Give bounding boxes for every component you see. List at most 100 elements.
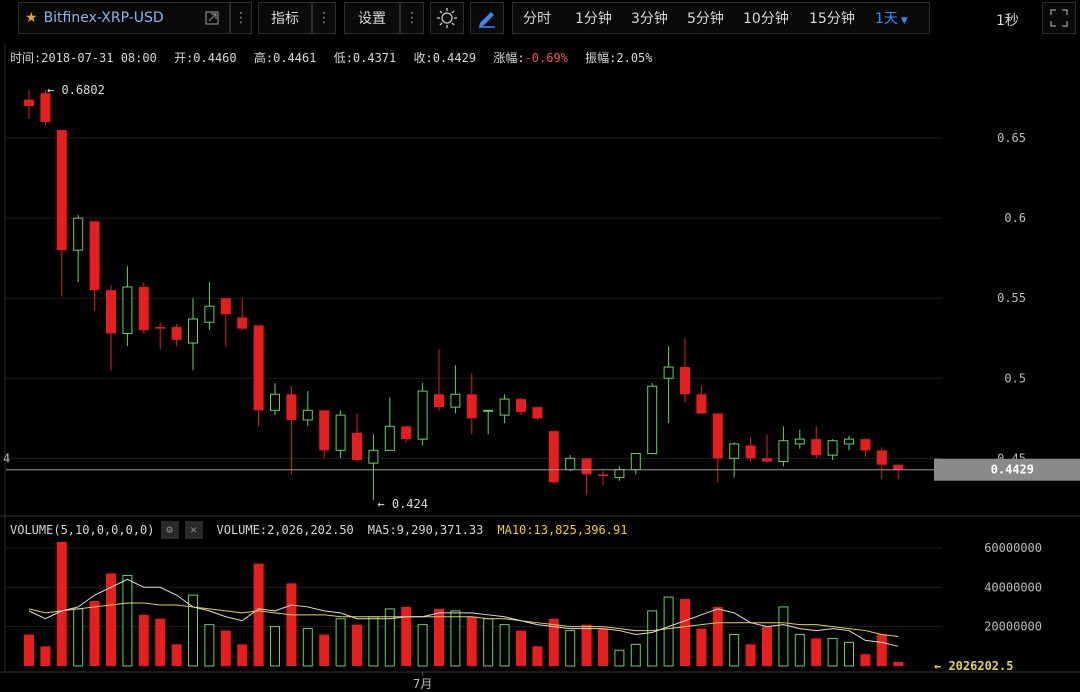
- price-tick-label: 0.55: [997, 291, 1026, 305]
- period-1min[interactable]: 1分钟: [575, 11, 612, 27]
- volume-bar: [302, 628, 313, 667]
- external-link-icon[interactable]: [205, 11, 219, 25]
- candle-body: [89, 221, 100, 291]
- draw-button[interactable]: [470, 2, 504, 34]
- settings-label: 设置: [358, 11, 386, 27]
- info-time: 时间:2018-07-31 08:00: [10, 51, 157, 65]
- volume-bar: [762, 626, 772, 666]
- candle-body: [745, 445, 756, 459]
- candle-body: [384, 425, 395, 451]
- volume-bar: [893, 662, 904, 666]
- last-price-label: 0.4429: [991, 463, 1034, 477]
- volume-bar: [319, 634, 330, 666]
- candle-body: [352, 432, 362, 460]
- candle-body: [729, 443, 740, 459]
- symbol-name: Bitfinex-XRP-USD: [43, 10, 164, 26]
- volume-bar: [220, 630, 231, 666]
- volume-bar: [548, 618, 559, 666]
- candle-body: [237, 317, 248, 329]
- volume-bar: [89, 601, 100, 666]
- close-icon[interactable]: ✕: [184, 521, 203, 539]
- period-5min[interactable]: 5分钟: [687, 11, 724, 27]
- candle-body: [844, 438, 854, 445]
- kline-chart[interactable]: 0.450.50.550.60.654200000004000000060000…: [0, 38, 1080, 692]
- candle-body: [712, 413, 723, 459]
- volume-bar: [417, 624, 428, 667]
- candle-body: [762, 458, 772, 462]
- candle-body: [302, 409, 313, 421]
- theme-button[interactable]: [430, 2, 464, 34]
- period-fenshi[interactable]: 分时: [523, 11, 551, 27]
- volume-bar: [204, 624, 215, 667]
- candle-body: [368, 449, 379, 464]
- more-icon: ⋮: [234, 10, 248, 26]
- candle-body: [565, 457, 576, 471]
- star-icon[interactable]: ★: [25, 10, 38, 26]
- ma5-line: [28, 578, 899, 647]
- volume-bar: [794, 634, 805, 667]
- symbol-selector[interactable]: ★ Bitfinex-XRP-USD: [18, 2, 230, 34]
- fullscreen-button[interactable]: [1042, 2, 1076, 34]
- period-10min[interactable]: 10分钟: [743, 11, 789, 27]
- candle-body: [548, 431, 559, 483]
- volume-bar: [56, 541, 67, 666]
- candle-body: [286, 394, 297, 420]
- candle-body: [73, 217, 84, 251]
- volume-value: VOLUME:2,026,202.50: [216, 523, 354, 537]
- candle-body: [598, 474, 608, 476]
- info-close: 收:0.4429: [413, 51, 477, 65]
- volume-bar: [237, 644, 248, 666]
- volume-bar: [466, 616, 477, 666]
- candle-body: [663, 366, 674, 379]
- volume-bar: [188, 594, 198, 667]
- volume-bar: [712, 606, 723, 666]
- volume-bar: [811, 638, 822, 666]
- left-edge-label: 4: [3, 451, 10, 465]
- indicators-button[interactable]: 指标: [258, 2, 312, 34]
- candle-body: [794, 438, 805, 445]
- info-change-value: -0.69%: [524, 51, 568, 65]
- candle-body: [860, 439, 871, 451]
- candle-body: [417, 390, 428, 440]
- candle-body: [614, 469, 625, 479]
- volume-bar: [401, 606, 412, 666]
- volume-bar: [122, 574, 133, 667]
- volume-bar: [138, 614, 149, 666]
- candle-body: [171, 327, 182, 340]
- candle-body: [188, 318, 198, 344]
- candle-body: [270, 393, 280, 411]
- symbol-more-button[interactable]: ⋮: [230, 2, 252, 34]
- candle-body: [335, 414, 346, 451]
- info-open: 开:0.4460: [174, 51, 237, 65]
- volume-bar: [171, 644, 182, 666]
- gear-icon[interactable]: ⚙: [160, 521, 179, 539]
- candle-body: [40, 93, 51, 123]
- indicators-more-button[interactable]: ⋮: [312, 2, 336, 34]
- ma10-line: [28, 602, 899, 637]
- period-15min[interactable]: 15分钟: [809, 11, 855, 27]
- candle-body: [778, 440, 789, 463]
- candle-body: [499, 398, 510, 416]
- period-3min[interactable]: 3分钟: [631, 11, 668, 27]
- ohlc-info: 时间:2018-07-31 08:00 开:0.4460 高:0.4461 低:…: [10, 49, 663, 66]
- volume-bar: [532, 646, 543, 666]
- settings-button[interactable]: 设置: [344, 2, 400, 34]
- refresh-interval[interactable]: 1秒: [996, 13, 1019, 29]
- period-1day[interactable]: 1天 ▼: [869, 8, 929, 28]
- candle-body: [204, 305, 215, 323]
- candle-body: [24, 99, 34, 107]
- price-tick-label: 0.6: [1004, 211, 1026, 225]
- settings-more-button[interactable]: ⋮: [400, 2, 424, 34]
- candle-body: [876, 450, 887, 465]
- volume-bar: [778, 606, 789, 667]
- candle-body: [122, 286, 133, 334]
- candle-body: [696, 394, 707, 414]
- candle-body: [483, 409, 494, 412]
- pencil-icon: [479, 12, 495, 28]
- volume-info: VOLUME(5,10,0,0,0,0) ⚙ ✕ VOLUME:2,026,20…: [10, 521, 627, 539]
- volume-bar: [860, 654, 871, 666]
- indicators-label: 指标: [271, 11, 299, 27]
- volume-tick-label: 40000000: [984, 580, 1042, 594]
- candle-body: [434, 394, 444, 408]
- volume-bar: [499, 624, 510, 667]
